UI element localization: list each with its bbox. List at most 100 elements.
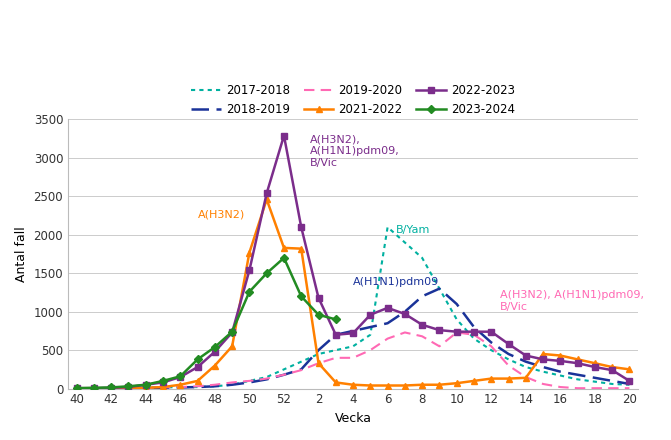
2018-2019 — [211, 384, 219, 389]
2023-2024 — [297, 293, 305, 299]
2021-2022 — [435, 382, 444, 387]
2017-2018 — [608, 381, 616, 387]
2017-2018 — [107, 385, 115, 391]
2018-2019 — [228, 382, 236, 387]
2019-2020 — [72, 385, 81, 391]
2017-2018 — [556, 373, 564, 378]
2021-2022 — [228, 344, 236, 349]
2021-2022 — [349, 382, 357, 387]
2021-2022 — [159, 385, 167, 390]
2022-2023 — [470, 329, 478, 334]
2017-2018 — [211, 384, 219, 389]
2023-2024 — [262, 271, 270, 276]
2019-2020 — [625, 385, 633, 391]
Legend: 2017-2018, 2018-2019, 2019-2020, 2021-2022, 2022-2023, 2023-2024: 2017-2018, 2018-2019, 2019-2020, 2021-20… — [187, 80, 519, 121]
2022-2023 — [522, 353, 530, 358]
2019-2020 — [125, 385, 133, 391]
2018-2019 — [366, 324, 374, 330]
2022-2023 — [435, 327, 444, 333]
2022-2023 — [574, 360, 582, 366]
Line: 2019-2020: 2019-2020 — [76, 333, 629, 388]
2017-2018 — [505, 357, 513, 362]
2021-2022 — [384, 383, 392, 388]
2022-2023 — [280, 133, 288, 138]
2019-2020 — [107, 385, 115, 391]
2017-2018 — [591, 379, 599, 384]
2018-2019 — [159, 385, 167, 390]
2017-2018 — [176, 385, 185, 390]
2019-2020 — [574, 385, 582, 391]
X-axis label: Vecka: Vecka — [335, 412, 372, 425]
2021-2022 — [539, 352, 547, 357]
2018-2019 — [453, 301, 461, 307]
2017-2018 — [246, 378, 254, 384]
2018-2019 — [435, 286, 444, 291]
2022-2023 — [176, 374, 185, 380]
Text: A(H1N1)pdm09: A(H1N1)pdm09 — [353, 277, 440, 287]
2019-2020 — [591, 385, 599, 391]
2018-2019 — [280, 372, 288, 378]
2019-2020 — [453, 330, 461, 335]
2023-2024 — [142, 382, 150, 387]
2023-2024 — [193, 357, 201, 362]
2019-2020 — [505, 363, 513, 368]
2021-2022 — [193, 378, 201, 384]
2018-2019 — [591, 375, 599, 381]
2022-2023 — [591, 364, 599, 370]
2022-2023 — [193, 364, 201, 370]
Line: 2022-2023: 2022-2023 — [73, 132, 633, 392]
2017-2018 — [574, 377, 582, 382]
2021-2022 — [401, 383, 409, 388]
2017-2018 — [349, 344, 357, 349]
2022-2023 — [608, 367, 616, 373]
2018-2019 — [470, 324, 478, 330]
2018-2019 — [418, 293, 426, 299]
2021-2022 — [107, 385, 115, 391]
2021-2022 — [72, 385, 81, 391]
2022-2023 — [487, 329, 495, 334]
2021-2022 — [608, 364, 616, 370]
2021-2022 — [487, 376, 495, 381]
2023-2024 — [159, 378, 167, 384]
2021-2022 — [418, 382, 426, 387]
2021-2022 — [505, 376, 513, 381]
2018-2019 — [107, 385, 115, 391]
2021-2022 — [142, 385, 150, 390]
Y-axis label: Antal fall: Antal fall — [15, 226, 28, 282]
2019-2020 — [418, 334, 426, 339]
2019-2020 — [315, 360, 323, 366]
2018-2019 — [505, 352, 513, 357]
2023-2024 — [331, 317, 340, 322]
2017-2018 — [142, 385, 150, 390]
2017-2018 — [315, 352, 323, 357]
2018-2019 — [193, 385, 201, 390]
2021-2022 — [625, 367, 633, 372]
2021-2022 — [280, 245, 288, 250]
2023-2024 — [176, 374, 185, 379]
2017-2018 — [72, 385, 81, 391]
2018-2019 — [246, 380, 254, 385]
2022-2023 — [505, 341, 513, 347]
2019-2020 — [246, 378, 254, 384]
2017-2018 — [435, 286, 444, 291]
2021-2022 — [453, 381, 461, 386]
2019-2020 — [470, 332, 478, 337]
2019-2020 — [262, 376, 270, 381]
2019-2020 — [176, 385, 185, 390]
2021-2022 — [470, 378, 478, 384]
2017-2018 — [522, 364, 530, 370]
2019-2020 — [522, 374, 530, 380]
2017-2018 — [262, 374, 270, 380]
2019-2020 — [539, 381, 547, 387]
2019-2020 — [331, 355, 340, 360]
2022-2023 — [125, 385, 133, 390]
2017-2018 — [366, 332, 374, 337]
2021-2022 — [591, 360, 599, 366]
2019-2020 — [401, 330, 409, 335]
2018-2019 — [556, 369, 564, 374]
2022-2023 — [297, 224, 305, 230]
2018-2019 — [574, 372, 582, 378]
Line: 2021-2022: 2021-2022 — [73, 196, 633, 392]
2018-2019 — [262, 377, 270, 382]
2018-2019 — [349, 328, 357, 334]
